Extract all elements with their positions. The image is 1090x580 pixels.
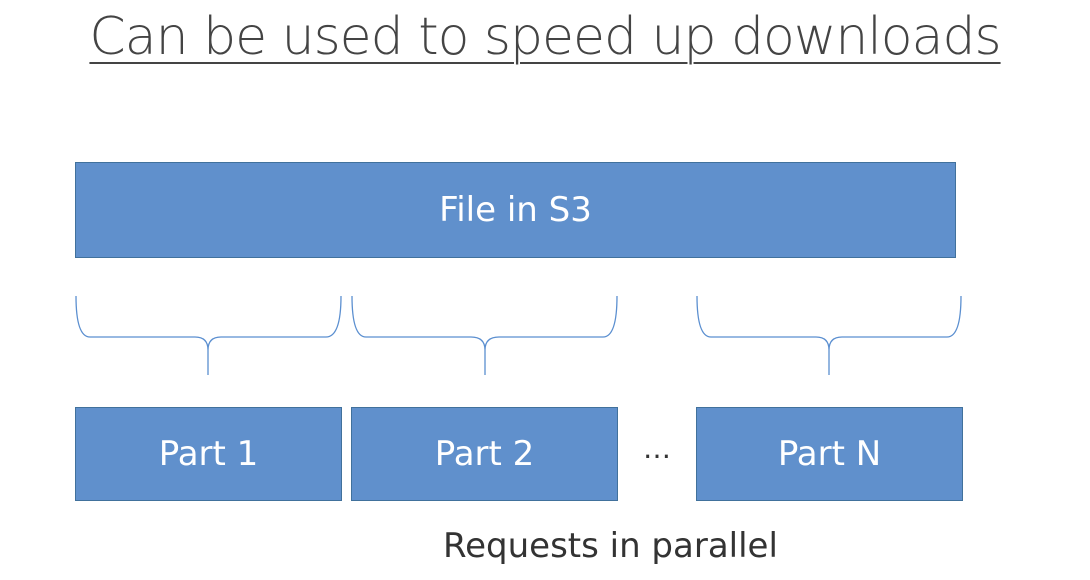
part-n-label: Part N (777, 434, 882, 474)
file-label: File in S3 (439, 190, 592, 230)
brace-part-2 (351, 295, 618, 375)
brace-part-1 (75, 295, 342, 375)
part-2-label: Part 2 (434, 434, 535, 474)
caption: Requests in parallel (443, 526, 778, 566)
part-1-label: Part 1 (158, 434, 259, 474)
part-2-box: Part 2 (351, 407, 618, 501)
brace-part-n (696, 295, 962, 375)
file-in-s3-box: File in S3 (75, 162, 956, 258)
part-n-box: Part N (696, 407, 963, 501)
part-1-box: Part 1 (75, 407, 342, 501)
ellipsis: … (643, 432, 671, 465)
slide-title: Can be used to speed up downloads (89, 7, 1001, 67)
